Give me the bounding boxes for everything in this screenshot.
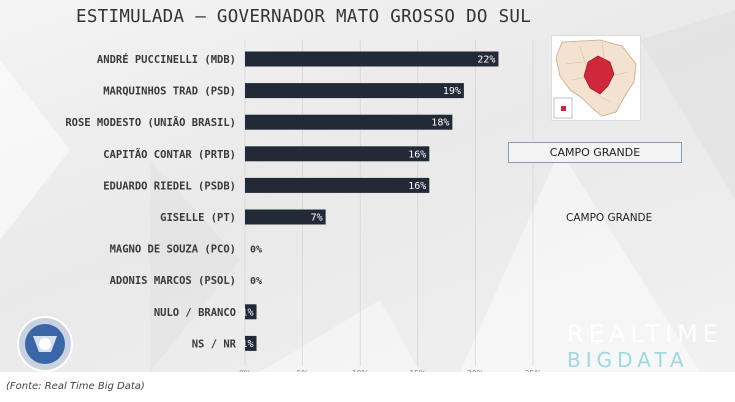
- data-label: 0%: [250, 276, 262, 287]
- bar: [245, 146, 430, 162]
- municipality-lines: [565, 41, 629, 103]
- category-label: MARQUINHOS TRAD (PSD): [103, 86, 236, 98]
- bar: [245, 304, 257, 320]
- category-label: NULO / BRANCO: [154, 307, 236, 319]
- region-label: CAMPO GRANDE: [566, 212, 653, 224]
- category-label: CAPITÃO CONTAR (PRTB): [103, 148, 236, 161]
- category-label: MAGNO DE SOUZA (PCO): [110, 244, 236, 256]
- category-label: GISELLE (PT): [160, 212, 236, 224]
- source-note: (Fonte: Real Time Big Data): [6, 381, 145, 392]
- category-label: NS / NR: [192, 338, 237, 350]
- region-selector[interactable]: CAMPO GRANDE: [508, 142, 682, 163]
- data-label: 22%: [477, 55, 495, 66]
- data-label: 16%: [408, 181, 426, 192]
- category-label: EDUARDO RIEDEL (PSDB): [103, 180, 236, 192]
- data-label: 1%: [241, 339, 253, 350]
- data-label: 1%: [241, 307, 253, 318]
- state-map-icon: [551, 35, 641, 121]
- bar: [245, 83, 464, 99]
- data-label: 0%: [250, 245, 262, 256]
- data-label: 7%: [311, 213, 323, 224]
- campo-grande-highlight: [583, 55, 615, 95]
- data-label: 16%: [408, 149, 426, 160]
- logo-line-2: BIGDATA: [567, 348, 689, 372]
- category-label: ADONIS MARCOS (PSOL): [110, 275, 236, 287]
- chart-title: ESTIMULADA – GOVERNADOR MATO GROSSO DO S…: [76, 7, 532, 27]
- data-label: 19%: [443, 86, 461, 97]
- realtime-bigdata-logo: REALTIME BIGDATA: [567, 320, 718, 372]
- bar: [245, 51, 499, 67]
- bar: [245, 114, 453, 130]
- bar: [245, 177, 430, 193]
- category-label: ROSE MODESTO (UNIÃO BRASIL): [65, 116, 236, 129]
- record-logo-icon: [15, 314, 75, 374]
- category-label: ANDRÉ PUCCINELLI (MDB): [97, 53, 236, 66]
- logo-line-1: REALTIME: [567, 320, 723, 348]
- bar: [245, 209, 326, 225]
- footer-bar: [0, 372, 735, 402]
- bar: [245, 335, 257, 351]
- data-label: 18%: [431, 118, 449, 129]
